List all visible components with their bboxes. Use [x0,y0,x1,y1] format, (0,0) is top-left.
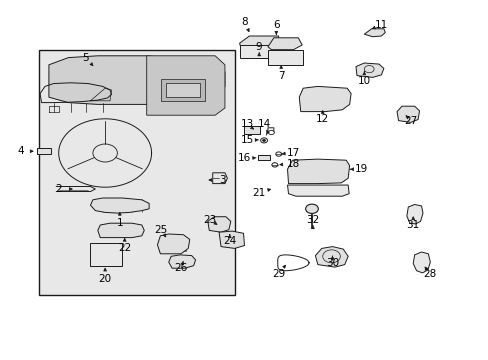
Text: 28: 28 [423,269,436,279]
Text: 23: 23 [203,215,217,225]
Circle shape [305,204,318,213]
Text: 18: 18 [286,159,300,169]
Text: 3: 3 [219,175,225,185]
Text: 1: 1 [116,218,123,228]
Polygon shape [146,56,224,115]
Polygon shape [219,231,244,248]
Text: 11: 11 [374,20,387,30]
Text: 20: 20 [99,274,111,284]
Text: 29: 29 [271,269,285,279]
Bar [37,148,51,154]
Polygon shape [315,247,347,267]
Bar [90,243,122,266]
Text: 10: 10 [357,76,370,86]
Text: 7: 7 [277,71,284,81]
Text: 9: 9 [255,42,262,52]
Text: 25: 25 [154,225,168,235]
Text: 6: 6 [272,20,279,30]
Text: 30: 30 [325,258,338,268]
Polygon shape [287,159,349,184]
Polygon shape [239,45,277,58]
Text: 13: 13 [240,119,253,129]
Text: 16: 16 [237,153,251,163]
Text: 5: 5 [82,53,89,63]
Bar [161,79,205,101]
Text: 22: 22 [118,243,131,253]
Polygon shape [267,50,303,65]
Polygon shape [49,56,224,104]
Bar [244,126,260,134]
Polygon shape [396,106,419,122]
Text: 19: 19 [354,164,368,174]
Text: 31: 31 [406,220,419,230]
Polygon shape [355,63,383,77]
Text: 4: 4 [17,146,24,156]
Polygon shape [168,255,195,268]
Polygon shape [157,234,189,254]
Polygon shape [207,217,230,232]
Text: 17: 17 [286,148,300,158]
Text: 27: 27 [403,116,417,126]
Polygon shape [364,29,385,37]
Text: 15: 15 [240,135,253,145]
Bar [166,83,200,97]
Polygon shape [406,204,422,224]
Text: 21: 21 [252,188,265,198]
Text: 24: 24 [223,236,236,246]
Polygon shape [239,36,278,47]
Bar [39,50,234,295]
Text: 12: 12 [315,114,329,124]
Circle shape [262,139,265,141]
Polygon shape [287,185,348,196]
Bar [258,155,270,160]
Text: 2: 2 [55,184,62,194]
Polygon shape [412,252,429,273]
Text: 26: 26 [174,263,187,273]
Polygon shape [98,223,144,238]
Text: 14: 14 [257,119,270,129]
Text: 32: 32 [305,215,319,225]
Text: 8: 8 [241,17,247,27]
Polygon shape [299,86,350,112]
Polygon shape [267,38,302,50]
Polygon shape [90,198,149,213]
